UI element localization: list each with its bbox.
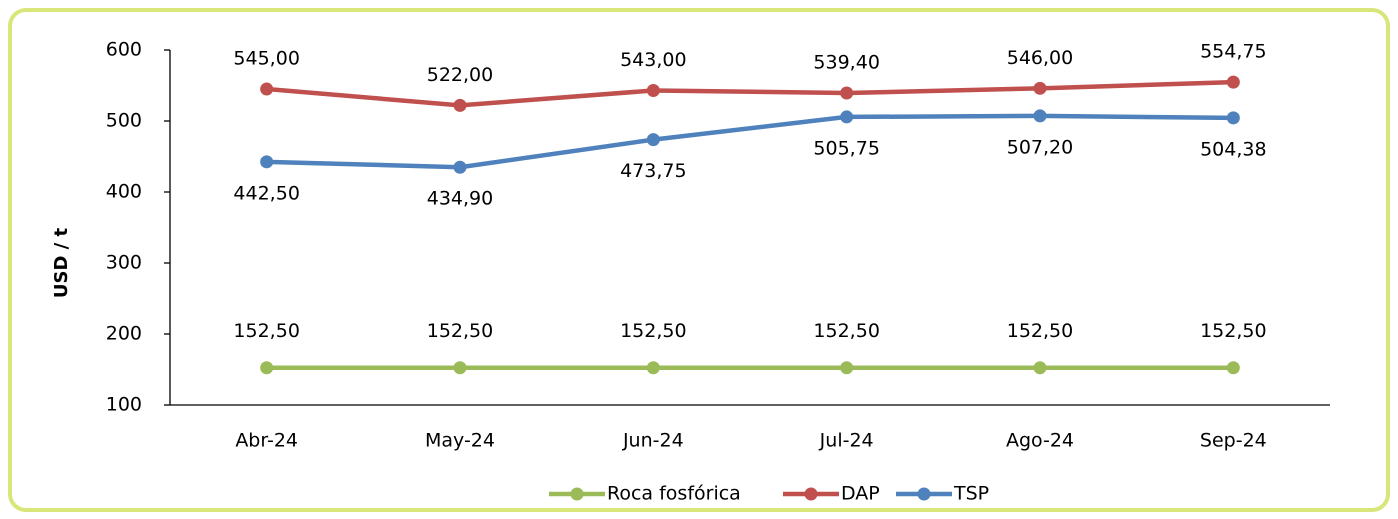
data-label: 442,50 bbox=[233, 182, 299, 204]
y-axis-label: USD / t bbox=[51, 227, 72, 298]
y-tick-label: 100 bbox=[106, 394, 142, 416]
x-tick-label: Sep-24 bbox=[1200, 430, 1267, 452]
x-tick-label: May-24 bbox=[425, 430, 495, 452]
data-label: 473,75 bbox=[620, 160, 686, 182]
legend-label: DAP bbox=[841, 483, 880, 505]
legend-marker bbox=[917, 487, 931, 501]
data-point bbox=[453, 98, 467, 112]
series-line bbox=[266, 113, 1234, 170]
data-label: 152,50 bbox=[233, 320, 299, 342]
data-point bbox=[260, 361, 274, 375]
data-point bbox=[1226, 111, 1240, 125]
legend-label: TSP bbox=[953, 483, 989, 505]
data-label: 543,00 bbox=[620, 49, 686, 71]
data-point bbox=[646, 83, 660, 97]
data-label: 152,50 bbox=[427, 320, 493, 342]
y-tick-label: 500 bbox=[106, 110, 142, 132]
data-label: 152,50 bbox=[813, 320, 879, 342]
x-tick-label: Ago-24 bbox=[1006, 430, 1074, 452]
data-point bbox=[1226, 75, 1240, 89]
legend-marker bbox=[804, 487, 818, 501]
data-point bbox=[1033, 81, 1047, 95]
data-label: 152,50 bbox=[620, 320, 686, 342]
data-label: 152,50 bbox=[1007, 320, 1073, 342]
y-tick-label: 600 bbox=[106, 39, 142, 61]
data-point bbox=[840, 361, 854, 375]
data-label: 546,00 bbox=[1007, 47, 1073, 69]
data-label: 539,40 bbox=[813, 52, 879, 74]
data-label: 434,90 bbox=[427, 188, 493, 210]
data-point bbox=[646, 361, 660, 375]
data-point bbox=[840, 86, 854, 100]
data-label: 507,20 bbox=[1007, 136, 1073, 158]
y-tick-label: 200 bbox=[106, 323, 142, 345]
data-label: 554,75 bbox=[1200, 41, 1266, 63]
data-label: 504,38 bbox=[1200, 138, 1266, 160]
data-point bbox=[453, 361, 467, 375]
data-label: 505,75 bbox=[813, 137, 879, 159]
data-label: 545,00 bbox=[233, 48, 299, 70]
data-point bbox=[260, 155, 274, 169]
y-tick-label: 300 bbox=[106, 252, 142, 274]
data-point bbox=[1033, 109, 1047, 123]
x-tick-label: Jun-24 bbox=[622, 430, 684, 452]
data-point bbox=[840, 110, 854, 124]
data-point bbox=[646, 133, 660, 147]
data-point bbox=[1226, 361, 1240, 375]
data-point bbox=[260, 82, 274, 96]
legend-label: Roca fosfórica bbox=[607, 483, 741, 505]
data-label: 522,00 bbox=[427, 64, 493, 86]
data-label: 152,50 bbox=[1200, 320, 1266, 342]
x-tick-label: Abr-24 bbox=[235, 430, 298, 452]
legend-marker bbox=[570, 487, 584, 501]
series-line bbox=[266, 79, 1234, 108]
data-point bbox=[1033, 361, 1047, 375]
chart-border bbox=[8, 8, 1390, 512]
data-point bbox=[453, 160, 467, 174]
x-tick-label: Jul-24 bbox=[819, 430, 874, 452]
y-tick-label: 400 bbox=[106, 181, 142, 203]
